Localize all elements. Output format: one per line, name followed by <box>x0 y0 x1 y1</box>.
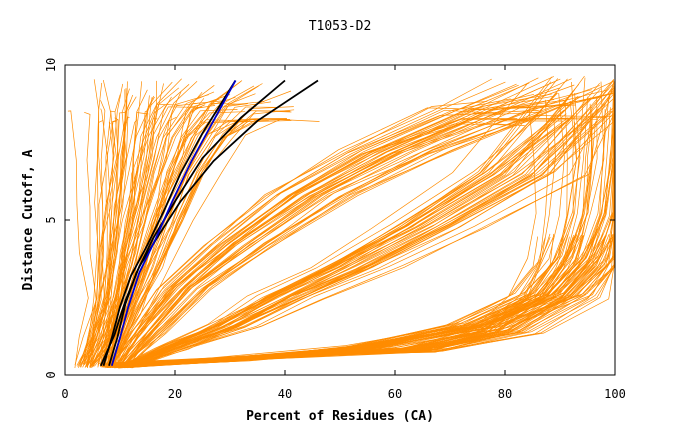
series-group-6-line-44 <box>122 117 607 367</box>
series-group-1-line-9 <box>84 116 130 365</box>
series-group-1-line-44 <box>74 120 103 366</box>
series-group-3-line-16 <box>133 97 615 365</box>
series-group-1-line-36 <box>89 81 143 368</box>
series-model-b-line <box>108 79 286 366</box>
series-group-1-line-24 <box>67 110 89 369</box>
series-group-3-line-20 <box>128 116 574 367</box>
series-group-6-line-16 <box>111 98 511 367</box>
series-group-3-line-39 <box>128 99 591 368</box>
series-group-2-line-30 <box>99 78 182 366</box>
x-tick-label-0: 0 <box>61 387 68 401</box>
series-group-6-line-3 <box>114 81 506 368</box>
series-group-6-line-14 <box>109 109 504 368</box>
series-group-6-line-42 <box>124 89 609 365</box>
series-group-2-line-33 <box>97 87 180 368</box>
series-group-2-line-35 <box>108 94 231 366</box>
series-group-2-line-31 <box>114 110 292 368</box>
x-tick-label-1: 20 <box>168 387 182 401</box>
series-group-6-line-24 <box>119 84 519 368</box>
series-group-1-line-39 <box>88 117 119 366</box>
ticks: 0 20 40 60 80 100 0 5 10 <box>44 58 626 401</box>
series-group-2-line-42 <box>105 80 198 365</box>
x-tick-label-2: 40 <box>278 387 292 401</box>
series-group-3-line-11 <box>138 81 615 365</box>
series-group-1-line-1 <box>79 88 130 366</box>
series-group-6-line-10 <box>127 92 614 367</box>
series-group-6-line-41 <box>122 118 570 367</box>
series-group-6-line-40 <box>120 84 575 368</box>
series-group-6-line-29 <box>125 93 614 366</box>
series-group-2-line-18 <box>102 85 215 367</box>
x-tick-label-3: 60 <box>388 387 402 401</box>
x-tick-label-5: 100 <box>604 387 626 401</box>
x-tick-label-4: 80 <box>498 387 512 401</box>
series-group-2-line-15 <box>101 103 183 366</box>
series-group-6-line-30 <box>110 107 486 367</box>
series-group-1-line-25 <box>79 121 116 364</box>
series-group-5-line-38 <box>111 234 601 365</box>
series-group-2-line-21 <box>100 106 202 367</box>
series-group-6-line-19 <box>122 80 615 365</box>
series-group-6-line-39 <box>127 92 614 366</box>
series-group-3-line-42 <box>123 109 566 366</box>
series-group-5-line-11 <box>105 234 567 365</box>
series-group-6-line-35 <box>108 123 516 364</box>
y-tick-label-1: 5 <box>44 216 58 223</box>
series-group-2-line-34 <box>97 81 173 366</box>
y-tick-label-0: 0 <box>44 371 58 378</box>
series-group-2-line-3 <box>109 80 242 368</box>
chart-title: T1053-D2 <box>309 19 372 34</box>
series-group-1-line-34 <box>85 80 112 367</box>
series-group-5-line-44 <box>105 235 577 369</box>
series-group-3-line-32 <box>130 121 615 369</box>
series-group-2-line-43 <box>111 103 244 368</box>
series-group-2-line-25 <box>111 118 288 365</box>
series-group-3-line-40 <box>132 84 580 366</box>
series-group-2-line-39 <box>110 101 271 365</box>
x-axis-label: Percent of Residues (CA) <box>246 409 434 424</box>
series-model-d-line <box>110 80 237 366</box>
series-group-6-line-27 <box>115 107 532 365</box>
series-group-6-line-26 <box>119 77 539 364</box>
series-group-1-line-27 <box>77 83 124 367</box>
y-axis-label: Distance Cutoff, A <box>21 149 36 290</box>
series-group-1-line-42 <box>84 121 127 368</box>
series-group-3-line-36 <box>118 83 528 368</box>
y-tick-label-2: 10 <box>44 58 58 72</box>
series-group-6-line-43 <box>125 85 600 366</box>
series-group-2-line-38 <box>99 102 201 367</box>
series-group-6-line-38 <box>120 99 565 364</box>
series-group-3-line-18 <box>139 79 615 366</box>
series-model-a-line <box>102 80 237 366</box>
series-group-6-line-28 <box>120 118 518 366</box>
series-group-1-line-41 <box>90 121 114 364</box>
series-group-2-line-36 <box>104 84 190 368</box>
series-group-6-line-34 <box>126 95 553 369</box>
series-group-5-line-43 <box>112 235 584 367</box>
plot-lines <box>67 75 615 369</box>
series-group-3-line-44 <box>129 96 580 366</box>
series-group-3-line-43 <box>125 117 569 368</box>
series-group-3-line-38 <box>131 75 585 369</box>
series-model-c-line <box>99 79 319 367</box>
series-group-5-line-41 <box>109 235 615 364</box>
series-group-1-line-38 <box>84 112 126 365</box>
series-group-5-line-34 <box>114 236 615 366</box>
series-group-5-line-42 <box>100 236 551 367</box>
series-group-3-line-28 <box>129 108 600 367</box>
series-group-1-line-20 <box>83 111 97 364</box>
series-group-3-line-29 <box>143 113 615 365</box>
